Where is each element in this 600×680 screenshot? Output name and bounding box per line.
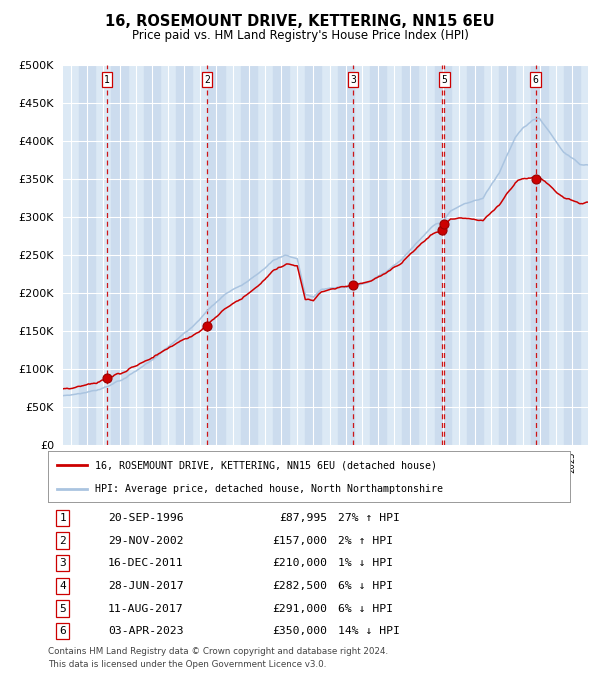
Text: 27% ↑ HPI: 27% ↑ HPI bbox=[338, 513, 400, 523]
Text: 11-AUG-2017: 11-AUG-2017 bbox=[108, 604, 184, 613]
Text: 16-DEC-2011: 16-DEC-2011 bbox=[108, 558, 184, 568]
Text: 20-SEP-1996: 20-SEP-1996 bbox=[108, 513, 184, 523]
Bar bbox=[338, 65, 354, 445]
Text: 16, ROSEMOUNT DRIVE, KETTERING, NN15 6EU: 16, ROSEMOUNT DRIVE, KETTERING, NN15 6EU bbox=[105, 14, 495, 29]
Bar bbox=[208, 65, 224, 445]
Text: HPI: Average price, detached house, North Northamptonshire: HPI: Average price, detached house, Nort… bbox=[95, 484, 443, 494]
Text: 6: 6 bbox=[533, 75, 538, 85]
Text: 6: 6 bbox=[59, 626, 66, 636]
Text: 6% ↓ HPI: 6% ↓ HPI bbox=[338, 581, 393, 591]
Text: Price paid vs. HM Land Registry's House Price Index (HPI): Price paid vs. HM Land Registry's House … bbox=[131, 29, 469, 41]
Text: 1: 1 bbox=[104, 75, 110, 85]
Text: 29-NOV-2002: 29-NOV-2002 bbox=[108, 536, 184, 545]
Text: 3: 3 bbox=[59, 558, 66, 568]
Text: 6% ↓ HPI: 6% ↓ HPI bbox=[338, 604, 393, 613]
Text: 5: 5 bbox=[59, 604, 66, 613]
Bar bbox=[564, 65, 580, 445]
Text: 03-APR-2023: 03-APR-2023 bbox=[108, 626, 184, 636]
Text: 3: 3 bbox=[350, 75, 356, 85]
Bar bbox=[144, 65, 160, 445]
Text: Contains HM Land Registry data © Crown copyright and database right 2024.: Contains HM Land Registry data © Crown c… bbox=[48, 647, 388, 656]
Bar bbox=[370, 65, 386, 445]
Text: £157,000: £157,000 bbox=[272, 536, 327, 545]
Text: 1: 1 bbox=[59, 513, 66, 523]
Text: 2: 2 bbox=[204, 75, 210, 85]
Text: 2% ↑ HPI: 2% ↑ HPI bbox=[338, 536, 393, 545]
Bar bbox=[402, 65, 418, 445]
Bar bbox=[467, 65, 483, 445]
Text: 28-JUN-2017: 28-JUN-2017 bbox=[108, 581, 184, 591]
Text: 4: 4 bbox=[59, 581, 66, 591]
Text: £350,000: £350,000 bbox=[272, 626, 327, 636]
Bar bbox=[112, 65, 128, 445]
Bar bbox=[434, 65, 451, 445]
Text: £87,995: £87,995 bbox=[279, 513, 327, 523]
Bar bbox=[273, 65, 289, 445]
Text: 16, ROSEMOUNT DRIVE, KETTERING, NN15 6EU (detached house): 16, ROSEMOUNT DRIVE, KETTERING, NN15 6EU… bbox=[95, 460, 437, 470]
Text: £291,000: £291,000 bbox=[272, 604, 327, 613]
Bar bbox=[79, 65, 95, 445]
Text: This data is licensed under the Open Government Licence v3.0.: This data is licensed under the Open Gov… bbox=[48, 660, 326, 668]
Text: 1% ↓ HPI: 1% ↓ HPI bbox=[338, 558, 393, 568]
Bar bbox=[499, 65, 515, 445]
Text: £282,500: £282,500 bbox=[272, 581, 327, 591]
Text: 14% ↓ HPI: 14% ↓ HPI bbox=[338, 626, 400, 636]
Text: 2: 2 bbox=[59, 536, 66, 545]
Bar bbox=[176, 65, 192, 445]
Text: £210,000: £210,000 bbox=[272, 558, 327, 568]
Bar bbox=[241, 65, 257, 445]
Bar bbox=[532, 65, 548, 445]
Text: 5: 5 bbox=[442, 75, 448, 85]
Bar bbox=[305, 65, 322, 445]
